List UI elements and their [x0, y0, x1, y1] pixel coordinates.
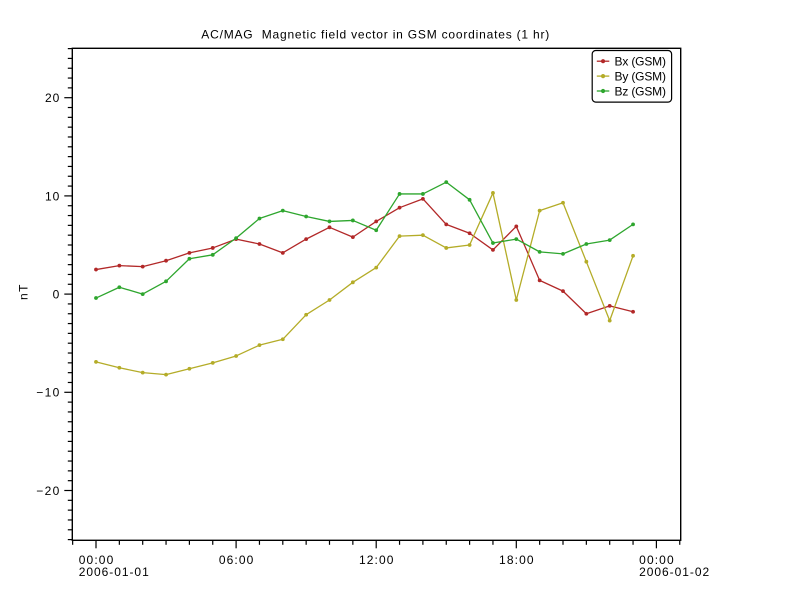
- svg-text:2006-01-02: 2006-01-02: [639, 565, 709, 579]
- svg-text:00:00: 00:00: [79, 553, 114, 567]
- svg-text:By (GSM): By (GSM): [615, 70, 667, 84]
- svg-text:12:00: 12:00: [359, 553, 394, 567]
- svg-text:2006-01-01: 2006-01-01: [79, 565, 149, 579]
- svg-text:nT: nT: [16, 284, 30, 300]
- svg-text:−10: −10: [36, 386, 59, 400]
- svg-text:Bz (GSM): Bz (GSM): [615, 84, 667, 98]
- svg-text:Bx (GSM): Bx (GSM): [615, 55, 667, 69]
- svg-text:06:00: 06:00: [219, 553, 254, 567]
- svg-text:0: 0: [53, 288, 60, 302]
- svg-text:18:00: 18:00: [499, 553, 534, 567]
- svg-text:−20: −20: [36, 484, 59, 498]
- svg-text:AC/MAG Magnetic field vector: AC/MAG Magnetic field vector in GSM coor…: [201, 27, 549, 41]
- svg-text:00:00: 00:00: [639, 553, 674, 567]
- svg-text:10: 10: [45, 189, 60, 203]
- svg-text:20: 20: [45, 91, 60, 105]
